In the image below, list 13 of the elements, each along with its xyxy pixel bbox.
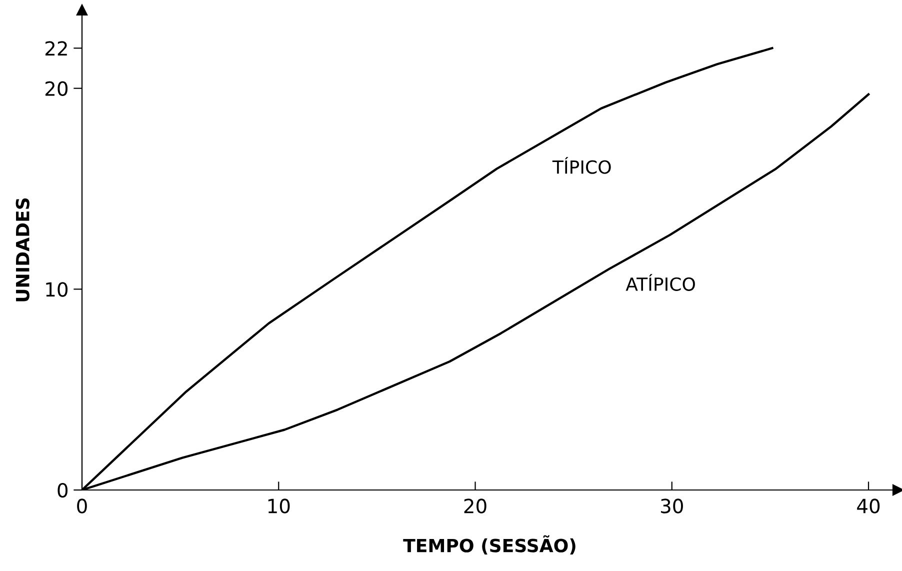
x-tick-label: 0 [77,498,87,514]
y-tick-label: 20 [45,81,68,96]
y-tick-label: 10 [46,282,68,297]
x-tick-label: 40 [857,498,880,514]
x-tick-label: 10 [268,498,290,514]
series-label: ATÍPICO [626,274,695,291]
x-axis-title: TEMPO (SESSÃO) [403,535,576,555]
series-label: TÍPICO [552,156,611,174]
y-axis-title: UNIDADES [16,198,30,302]
y-tick-label: 0 [58,482,68,498]
x-tick-label: 30 [660,498,683,514]
x-tick-label: 20 [464,498,486,514]
y-tick-label: 22 [45,41,67,56]
